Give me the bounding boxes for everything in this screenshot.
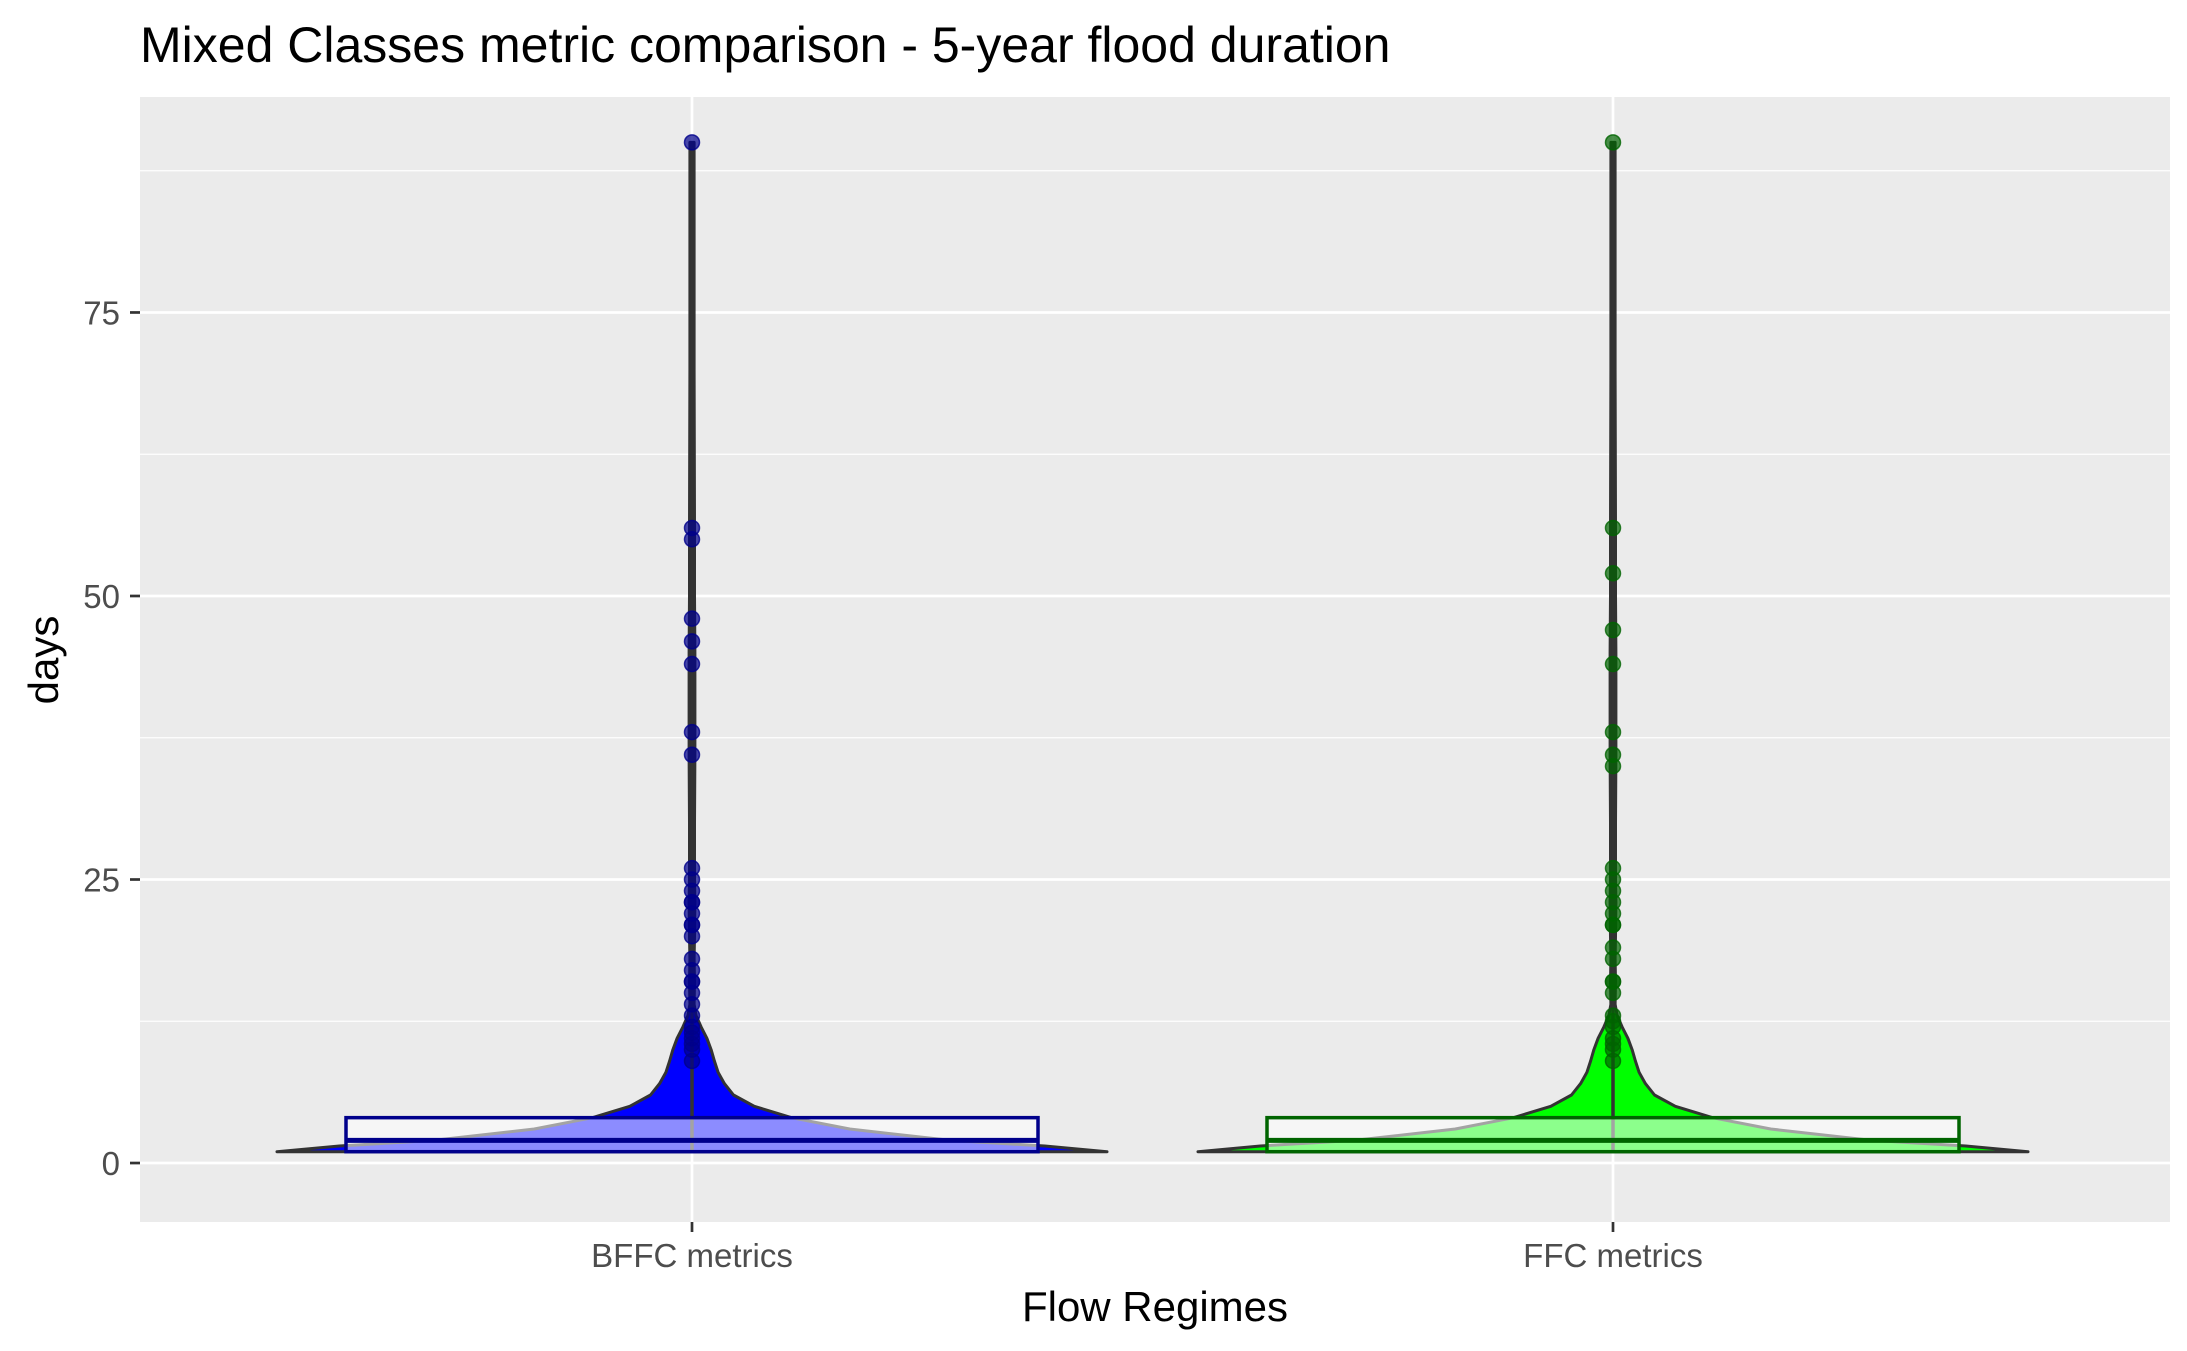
y-tick-label: 50 <box>83 578 120 615</box>
outlier-point <box>1604 859 1622 877</box>
outlier-point <box>683 134 701 151</box>
outlier-point <box>1604 565 1622 582</box>
grid-minor <box>140 170 2170 1022</box>
outlier-point <box>1604 973 1622 990</box>
x-tick-label: FFC metrics <box>1523 1237 1703 1274</box>
outlier-point <box>1604 723 1622 741</box>
y-axis-title: days <box>20 616 67 705</box>
outlier-point <box>1604 1007 1622 1024</box>
outlier-point <box>683 633 701 650</box>
outlier-point <box>683 746 701 764</box>
outlier-point <box>683 610 701 627</box>
plot-panel <box>140 97 2170 1222</box>
box-rect <box>1265 1115 1961 1154</box>
violin-group-ffc <box>1196 134 2030 1154</box>
y-tick-label: 0 <box>102 1145 120 1182</box>
outlier-point <box>683 655 701 673</box>
outlier-point <box>1604 939 1622 956</box>
outlier-point <box>1604 621 1622 639</box>
y-tick-label: 25 <box>83 862 120 899</box>
violin-group-bffc <box>275 134 1109 1154</box>
outlier-point <box>683 723 701 741</box>
box-rect <box>344 1115 1040 1154</box>
outlier-point <box>1604 134 1622 151</box>
outlier-point <box>1604 519 1622 537</box>
y-tick-label: 75 <box>83 294 120 331</box>
x-axis-title: Flow Regimes <box>1022 1283 1288 1330</box>
outlier-point <box>683 519 701 537</box>
outlier-point <box>683 950 701 968</box>
x-tick-label: BFFC metrics <box>591 1237 793 1274</box>
outlier-point <box>1604 655 1622 673</box>
outlier-point <box>683 859 701 877</box>
axes: 0 25 50 75 BFFC metrics FFC metrics <box>83 294 1703 1274</box>
outlier-point <box>1604 746 1622 764</box>
chart-title: Mixed Classes metric comparison - 5-year… <box>140 17 1391 73</box>
violins <box>275 134 2030 1154</box>
